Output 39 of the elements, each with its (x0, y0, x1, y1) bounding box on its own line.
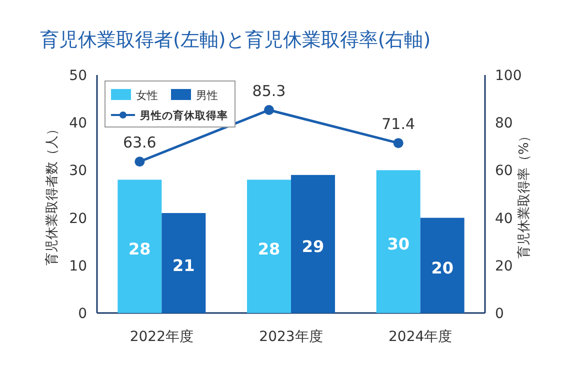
x-tick-label: 2022年度 (130, 329, 194, 345)
point (134, 156, 145, 167)
y-tick-label: 10 (69, 258, 87, 274)
bar (420, 218, 464, 313)
legend-label: 男性 (196, 89, 218, 102)
y2-tick-label: 0 (495, 306, 504, 322)
legend-label: 男性の育休取得率 (139, 109, 228, 122)
y2-axis-title: 育児休業取得率（%） (516, 129, 532, 259)
y2-tick-label: 80 (495, 116, 513, 132)
y-tick-label: 30 (69, 163, 87, 180)
chart-title: 育児休業取得者(左軸)と育児休業取得率(右軸) (40, 29, 431, 51)
data-label: 20 (431, 258, 454, 278)
y2-tick-label: 20 (495, 258, 513, 274)
data-label: 29 (302, 236, 324, 256)
data-label: 63.6 (122, 134, 156, 152)
y-tick-label: 50 (69, 68, 87, 84)
bar (162, 213, 206, 313)
x-tick-label: 2024年度 (388, 329, 452, 345)
y2-tick-label: 40 (495, 210, 513, 227)
bar (291, 174, 335, 313)
data-label: 28 (258, 239, 280, 258)
data-label: 71.4 (382, 115, 416, 134)
y-tick-label: 40 (69, 116, 87, 132)
x-tick-label: 2023年度 (259, 329, 323, 345)
data-label: 28 (128, 239, 151, 258)
bar (118, 180, 162, 313)
legend-label: 女性 (136, 89, 158, 102)
bar (376, 170, 420, 313)
point (393, 138, 404, 148)
data-label: 85.3 (252, 82, 286, 100)
y-tick-label: 20 (69, 210, 87, 227)
y-tick-label: 0 (78, 306, 87, 322)
y-axis-title: 育児休業取得者数（人） (44, 122, 60, 266)
bar (247, 180, 291, 313)
y2-tick-label: 60 (495, 163, 513, 180)
data-label: 30 (387, 234, 410, 254)
y2-tick-label: 100 (495, 68, 522, 84)
data-label: 21 (172, 256, 195, 276)
point (264, 104, 274, 115)
